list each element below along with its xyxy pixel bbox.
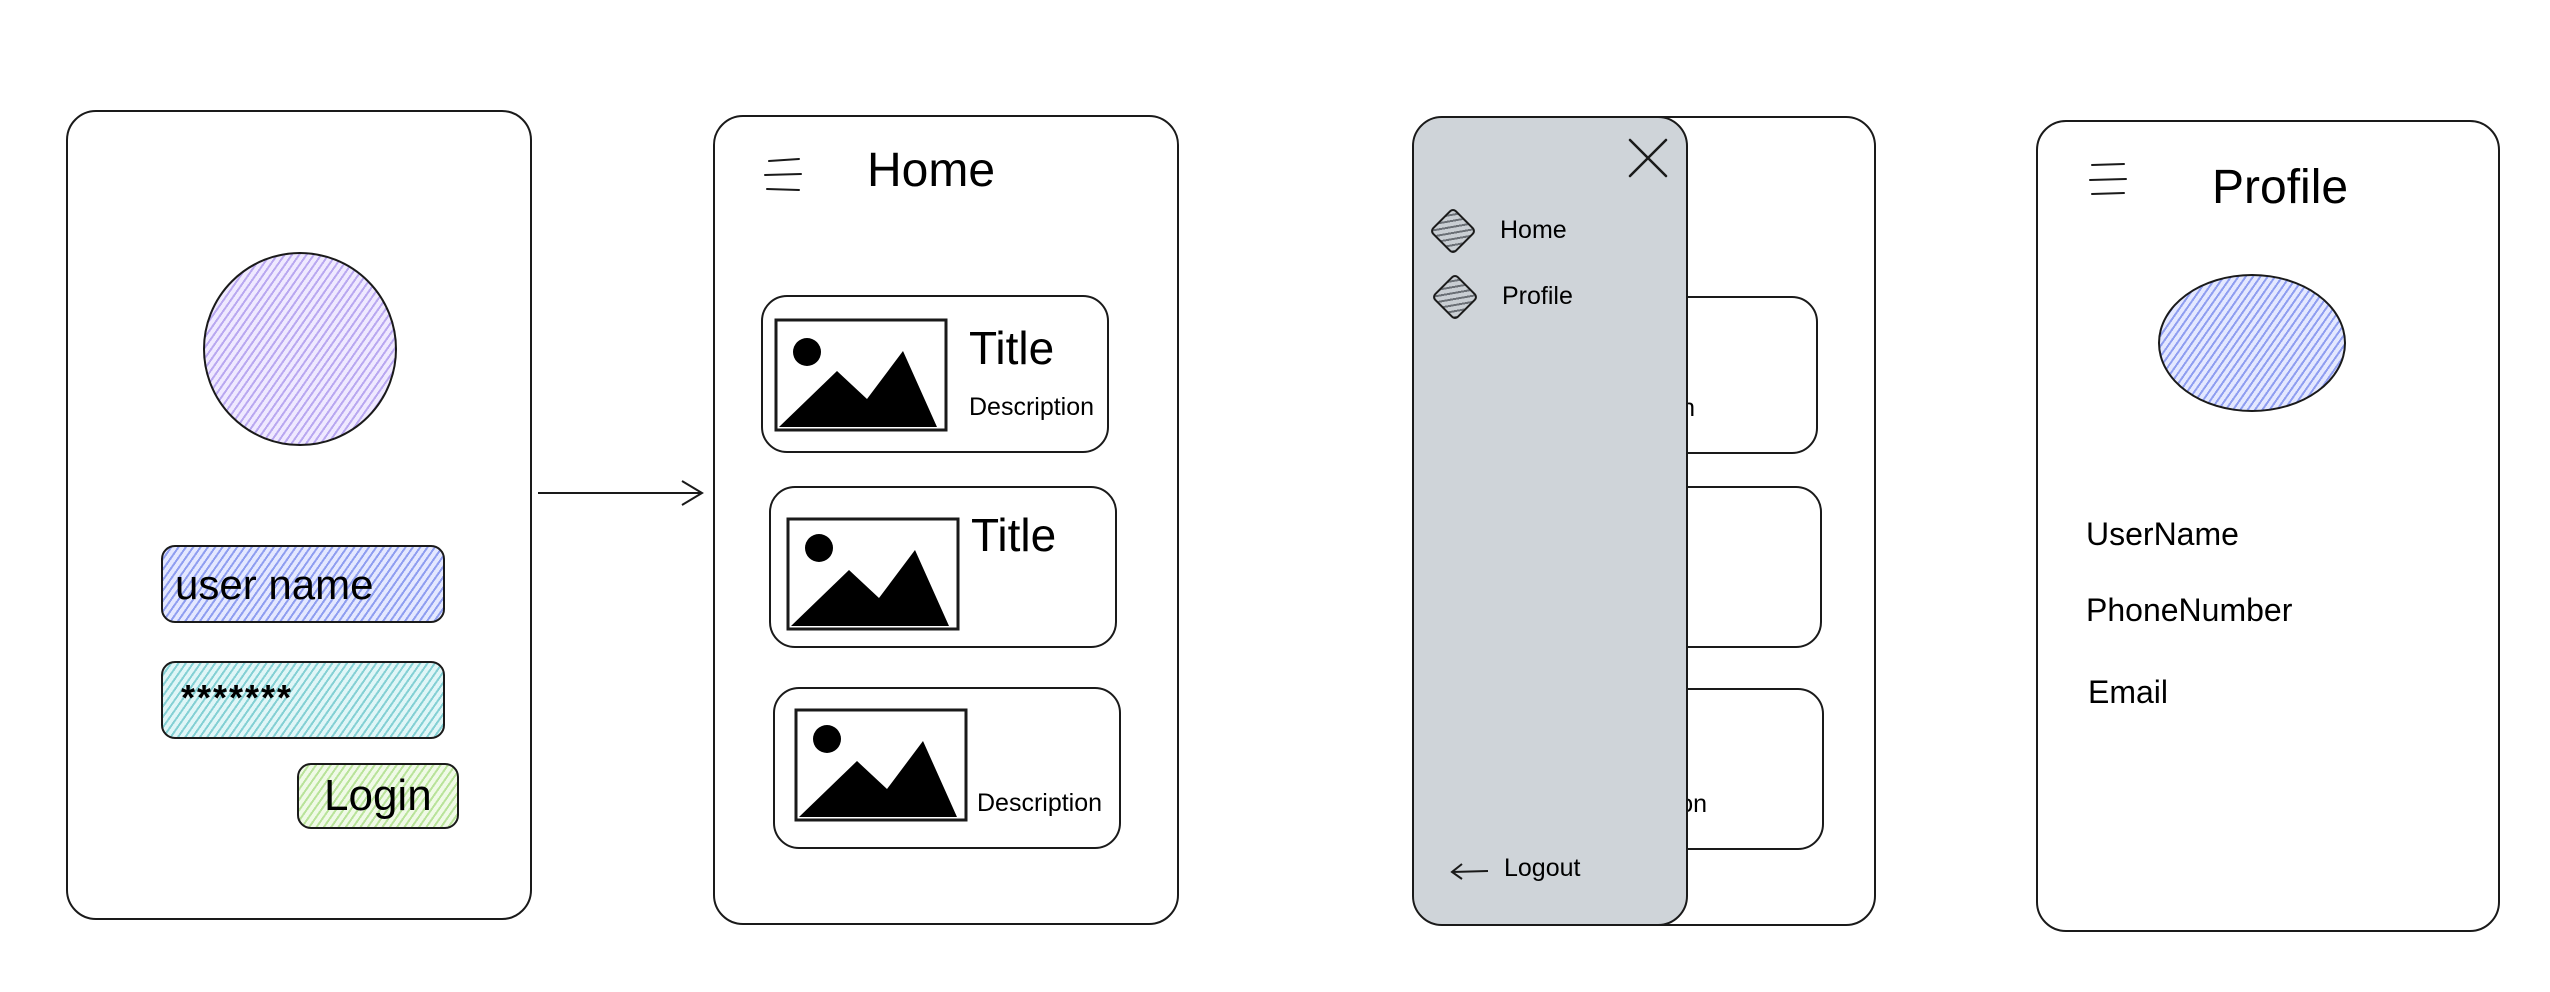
card-description: Description [969,393,1095,421]
home-screen: Home Title Description Title Description [713,115,1179,925]
profile-screen: Profile UserName PhoneNumber Email [2036,120,2500,932]
login-button-label: Login [324,771,432,820]
username-value: user name [175,561,374,608]
page-title: Profile [2212,161,2349,214]
arrow-left-icon [1450,863,1489,880]
profile-field-email: Email [2088,674,2169,710]
diamond-icon [1430,272,1480,322]
drawer-item-label: Profile [1502,282,1573,310]
logout-button[interactable]: Logout [1448,850,1648,890]
card-title: Title [969,322,1055,374]
diamond-icon [1428,206,1478,256]
content-card[interactable]: Title Description [761,295,1109,453]
content-card[interactable]: Description [773,687,1121,849]
profile-field-username: UserName [2086,516,2239,552]
card-description: Description [977,789,1103,817]
page-title: Home [867,144,996,197]
card-title: Title [971,509,1057,561]
flow-arrow [538,480,704,506]
username-field[interactable]: user name [161,545,445,623]
password-field[interactable]: ******* [161,661,445,739]
drawer-item-home[interactable]: Home [1428,206,1650,256]
close-icon[interactable] [1628,138,1668,178]
login-screen: user name ******* Login [66,110,532,920]
hamburger-menu-icon[interactable] [2086,162,2130,202]
content-card[interactable]: Title [769,486,1117,648]
drawer-item-label: Home [1500,216,1567,244]
drawer-item-profile[interactable]: Profile [1430,272,1652,322]
image-placeholder-icon [774,318,948,432]
logout-label: Logout [1504,854,1581,882]
hamburger-menu-icon[interactable] [761,157,805,197]
image-placeholder-icon [794,708,968,822]
navigation-drawer: Home Profile Logout [1414,118,1688,924]
profile-field-phone: PhoneNumber [2086,592,2293,628]
profile-avatar [2158,274,2346,412]
login-button[interactable]: Login [297,763,459,829]
password-value: ******* [181,677,294,718]
image-placeholder-icon [786,517,960,631]
drawer-screen: Title Description Title Description Home… [1412,116,1876,926]
login-avatar [203,252,397,446]
